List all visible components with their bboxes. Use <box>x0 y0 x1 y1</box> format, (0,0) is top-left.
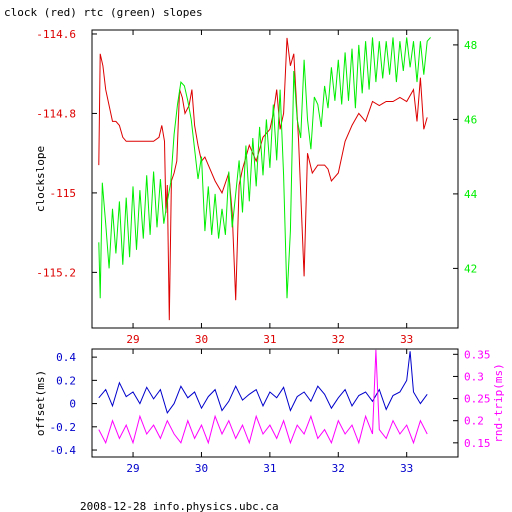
bottom-x-tick-label: 31 <box>263 462 276 475</box>
top-x-tick-label: 32 <box>332 333 345 346</box>
top-y-right-tick-label: 42 <box>464 262 477 275</box>
top-axes-group: 29 30 31 32 33 -114.6 -114.8 -115 -115.2 42 44 46 48… <box>34 28 478 346</box>
bottom-series-group <box>98 349 428 445</box>
bottom-y-left-tick-label: 0 <box>69 398 76 411</box>
top-y-left-tick-label: -115 <box>50 187 77 200</box>
bottom-y-left-tick-label: -0.2 <box>50 421 77 434</box>
top-y-left-tick-label: -114.6 <box>36 28 76 41</box>
top-x-tick-label: 29 <box>126 333 139 346</box>
bottom-x-tick-label: 29 <box>126 462 139 475</box>
chart-title: clock (red) rtc (green) slopes <box>4 6 203 19</box>
bottom-y-left-axis-label: offset(ms) <box>34 370 47 436</box>
bottom-y-left-tick-label: 0.2 <box>56 374 76 387</box>
top-x-tick-label: 33 <box>400 333 413 346</box>
top-plot-frame <box>91 29 459 329</box>
bottom-x-tick-label: 33 <box>400 462 413 475</box>
top-y-right-tick-label: 44 <box>464 188 478 201</box>
bottom-y-right-tick-label: 0.15 <box>464 437 491 450</box>
top-y-left-tick-label: -114.8 <box>36 107 76 120</box>
footer-text: 2008-12-28 info.physics.ubc.ca <box>80 500 279 512</box>
bottom-y-left-tick-label: -0.4 <box>50 444 77 457</box>
bottom-y-right-tick-label: 0.35 <box>464 348 491 361</box>
top-y-right-tick-label: 48 <box>464 39 477 52</box>
bottom-y-left-tick-label: 0.4 <box>56 351 76 364</box>
top-x-tick-label: 30 <box>195 333 208 346</box>
top-series-group <box>98 37 431 321</box>
top-series-rtc-line <box>98 37 431 299</box>
top-y-left-axis-label: clockslope <box>34 146 47 212</box>
bottom-y-right-axis-label: rnd-trip(ms) <box>492 363 505 442</box>
top-series-clock-line <box>98 37 428 321</box>
bottom-y-right-tick-label: 0.3 <box>464 370 484 383</box>
top-y-left-tick-label: -115.2 <box>36 266 76 279</box>
bottom-y-right-tick-label: 0.25 <box>464 393 491 406</box>
top-x-tick-label: 31 <box>263 333 276 346</box>
top-y-right-tick-label: 46 <box>464 113 477 126</box>
bottom-x-tick-label: 32 <box>332 462 345 475</box>
bottom-plot-frame <box>91 348 459 458</box>
bottom-series-rtrip-line <box>98 349 428 445</box>
bottom-y-right-tick-label: 0.2 <box>464 415 484 428</box>
bottom-x-tick-label: 30 <box>195 462 208 475</box>
bottom-axes-group: 29 30 31 32 33 0.4 0.2 0 -0.2 -0.4 0.15 0.2 0.25 0.3 0… <box>34 348 505 475</box>
